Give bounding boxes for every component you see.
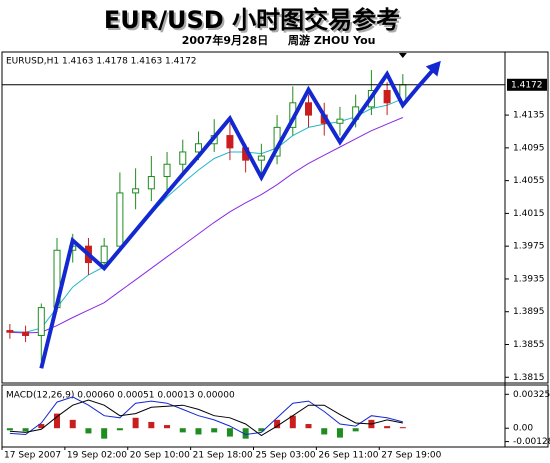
macd-bar <box>274 419 281 429</box>
y-tick-label: 1.3975 <box>513 242 545 252</box>
trend-arrowhead <box>425 60 441 77</box>
candle-body <box>147 176 155 190</box>
candle-body <box>37 307 45 336</box>
author: 周游 ZHOU You <box>288 33 375 47</box>
y-tick-label: 1.4055 <box>513 176 545 186</box>
candle-body <box>132 188 140 194</box>
macd-panel <box>1 384 549 448</box>
macd-y-tick-label: -0.00128 <box>513 437 550 447</box>
x-tick-label: 20 Sep 10:00 <box>130 451 190 461</box>
candle-body <box>22 331 30 336</box>
candle-body <box>100 245 108 264</box>
moving-average <box>9 117 403 334</box>
macd-bar <box>54 413 61 429</box>
macd-bar <box>258 428 265 432</box>
macd-bar <box>336 428 343 438</box>
macd-header: MACD(12,26,9) 0.00060 0.00051 0.00013 0.… <box>6 391 235 401</box>
x-tick-label: 17 Sep 2007 <box>4 451 61 461</box>
candle-body <box>383 90 391 104</box>
candle-body <box>6 330 14 333</box>
macd-bar <box>132 417 139 429</box>
y-tick-label: 1.4095 <box>513 143 545 153</box>
macd-bar <box>384 426 391 429</box>
macd-bar <box>242 428 249 439</box>
y-tick-label: 1.4135 <box>513 111 545 121</box>
signal-line <box>9 399 403 437</box>
macd-bar <box>211 428 218 433</box>
macd-bar <box>164 425 171 429</box>
candle-body <box>194 143 202 153</box>
macd-bar <box>148 421 155 429</box>
macd-bar <box>85 428 92 434</box>
candle-body <box>163 163 171 178</box>
candle-body <box>116 192 124 247</box>
macd-bar <box>101 428 108 439</box>
macd-bar <box>22 428 29 432</box>
macd-bar <box>6 428 13 431</box>
candle-body <box>179 151 187 165</box>
y-tick-label: 1.3935 <box>513 274 545 284</box>
chart-title: EUR/USD 小时图交易参考 <box>104 6 400 34</box>
x-tick-label: 25 Sep 03:00 <box>256 451 316 461</box>
x-tick-label: 21 Sep 18:00 <box>193 451 253 461</box>
chart-title-shadow: EUR/USD 小时图交易参考 <box>106 8 402 36</box>
macd-bar <box>352 428 359 432</box>
macd-y-tick-label: 0.00 <box>513 424 533 434</box>
current-price-box <box>507 78 547 91</box>
macd-bar <box>289 415 296 429</box>
macd-bar <box>116 428 123 431</box>
y-tick-label: 1.3855 <box>513 340 545 350</box>
macd-bar <box>321 428 328 435</box>
macd-bar <box>399 427 406 429</box>
macd-bar <box>226 428 233 437</box>
candle-body <box>257 155 265 161</box>
y-tick-label: 1.3895 <box>513 307 545 317</box>
y-tick-label: 1.3815 <box>513 373 545 383</box>
trend-annotation <box>39 67 436 369</box>
macd-line <box>9 396 403 436</box>
price-header: EURUSD,H1 1.4163 1.4178 1.4163 1.4172 <box>6 57 197 67</box>
price-panel <box>1 51 549 384</box>
last-bar-marker <box>398 53 407 58</box>
macd-bar <box>38 424 45 429</box>
current-price-label: 1.4172 <box>511 80 543 90</box>
y-tick-label: 1.4015 <box>513 209 545 219</box>
candle-body <box>305 102 313 116</box>
macd-bar <box>195 428 202 435</box>
x-tick-label: 19 Sep 02:00 <box>67 451 127 461</box>
macd-bar <box>305 424 312 429</box>
candle-body <box>336 118 344 124</box>
x-tick-label: 27 Sep 19:00 <box>381 451 441 461</box>
macd-y-tick-label: 0.00325 <box>513 390 550 400</box>
macd-bar <box>69 419 76 429</box>
candle-body <box>226 135 234 149</box>
x-tick-label: 26 Sep 11:00 <box>318 451 378 461</box>
chart-subtitle: 2007年9月28日 <box>182 33 269 47</box>
macd-bar <box>179 428 186 433</box>
